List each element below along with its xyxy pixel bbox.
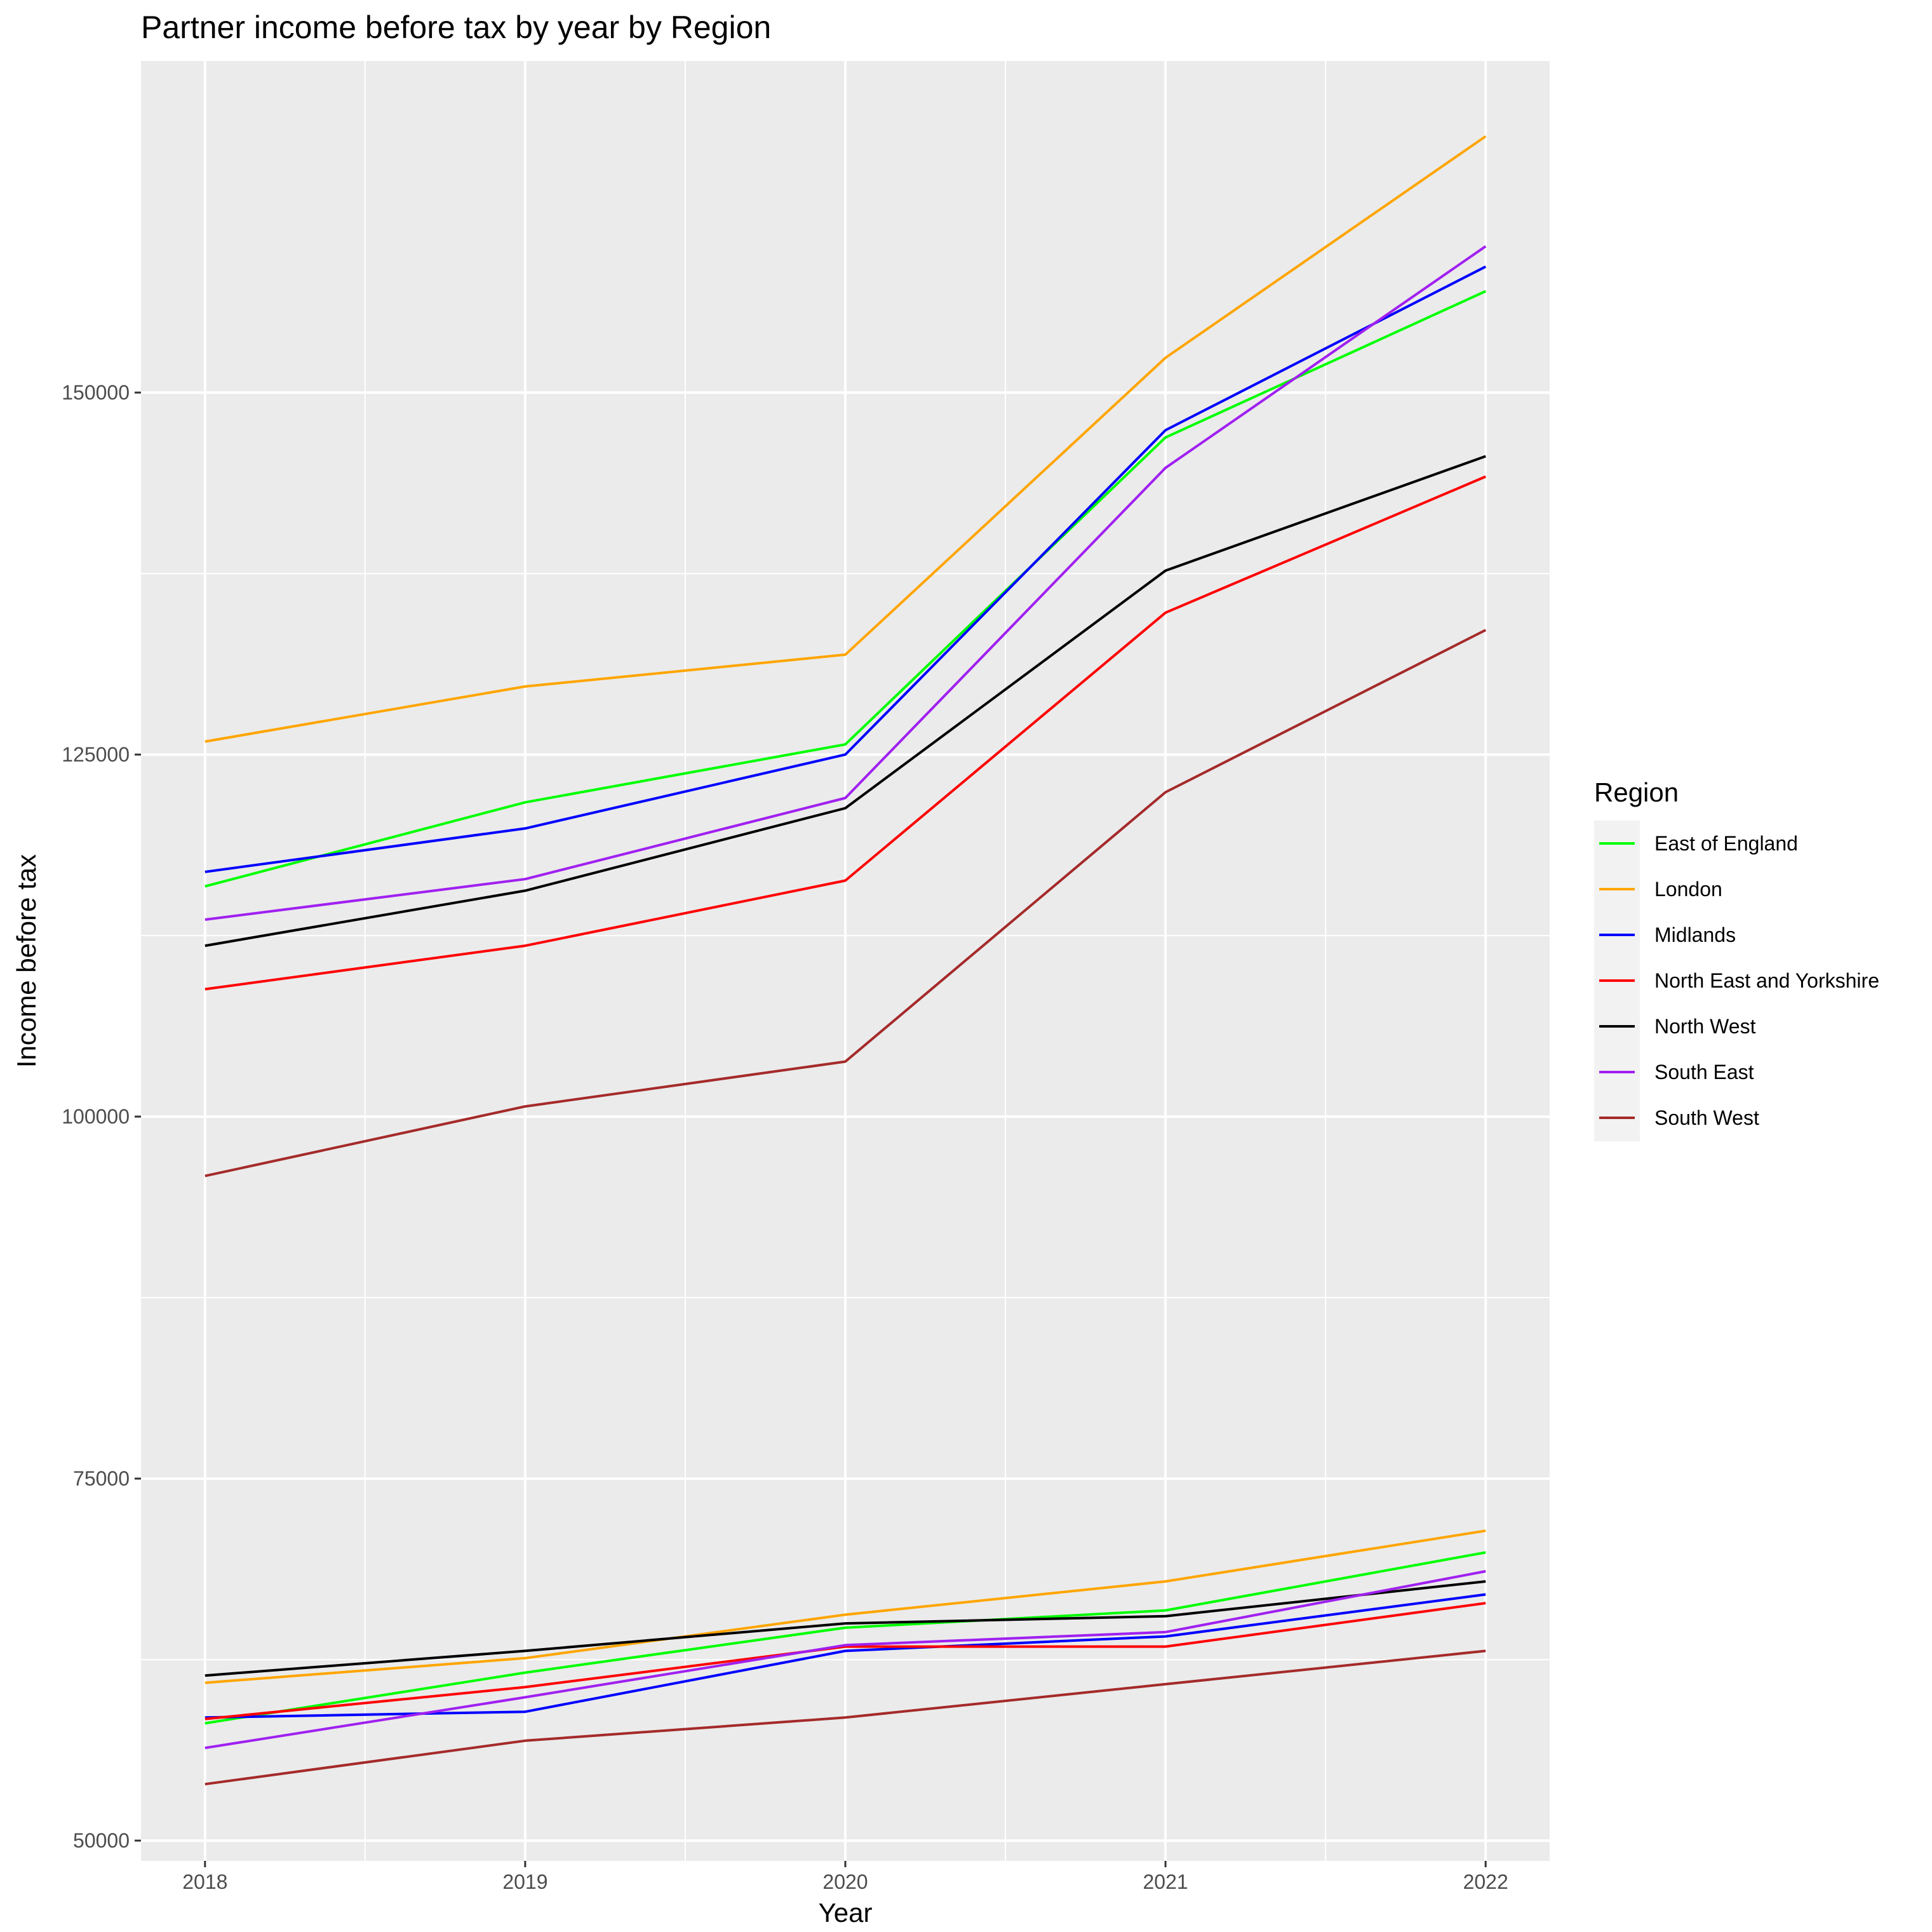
series-line-london-lower	[205, 1529, 1486, 1684]
series-line-midlands-upper	[205, 265, 1487, 873]
y-tick-label: 125000	[62, 743, 130, 766]
series-lines	[205, 135, 1487, 1786]
series-line-south-west-upper	[205, 629, 1487, 1177]
legend-label-east-of-england: East of England	[1654, 832, 1798, 855]
x-tick-label: 2018	[182, 1870, 227, 1893]
chart-title: Partner income before tax by year by Reg…	[141, 10, 771, 45]
series-line-east-of-england-lower	[205, 1551, 1486, 1725]
series-line-south-east-upper	[205, 245, 1487, 921]
series-line-south-west-lower	[205, 1649, 1486, 1786]
legend-label-south-west: South West	[1654, 1106, 1759, 1129]
legend-label-south-east: South East	[1654, 1061, 1754, 1083]
major-gridlines	[141, 61, 1550, 1861]
legend-title: Region	[1594, 777, 1679, 807]
y-tick-label: 150000	[62, 381, 130, 404]
series-line-south-east-lower	[205, 1570, 1486, 1750]
x-axis: 2018 2019 2020 2021 2022	[182, 1861, 1508, 1893]
series-line-london-upper	[205, 135, 1487, 743]
y-tick-label: 50000	[73, 1829, 130, 1852]
legend-label-london: London	[1654, 878, 1722, 901]
legend: Region East of England London Midlands Nort…	[1594, 777, 1879, 1141]
x-tick-label: 2020	[822, 1870, 868, 1893]
series-line-north-east-and-yorkshire-upper	[205, 475, 1486, 991]
x-tick-label: 2022	[1463, 1870, 1508, 1893]
x-tick-label: 2021	[1143, 1870, 1188, 1893]
y-tick-label: 75000	[73, 1467, 130, 1490]
x-tick-label: 2019	[502, 1870, 547, 1893]
legend-items: East of England London Midlands North East …	[1599, 832, 1879, 1129]
series-line-east-of-england-upper	[205, 290, 1487, 888]
legend-label-north-east-and-yorkshire: North East and Yorkshire	[1654, 969, 1879, 992]
series-line-north-west-upper	[205, 455, 1486, 948]
legend-label-midlands: Midlands	[1654, 923, 1736, 946]
x-axis-title: Year	[819, 1898, 873, 1928]
y-axis-title: Income before tax	[11, 854, 41, 1068]
series-line-north-east-and-yorkshire-lower	[205, 1602, 1486, 1721]
legend-label-north-west: North West	[1654, 1015, 1756, 1038]
y-tick-label: 100000	[62, 1105, 130, 1128]
series-line-north-west-lower	[205, 1580, 1486, 1677]
y-axis: 50000 75000 100000 125000 150000	[62, 381, 141, 1852]
